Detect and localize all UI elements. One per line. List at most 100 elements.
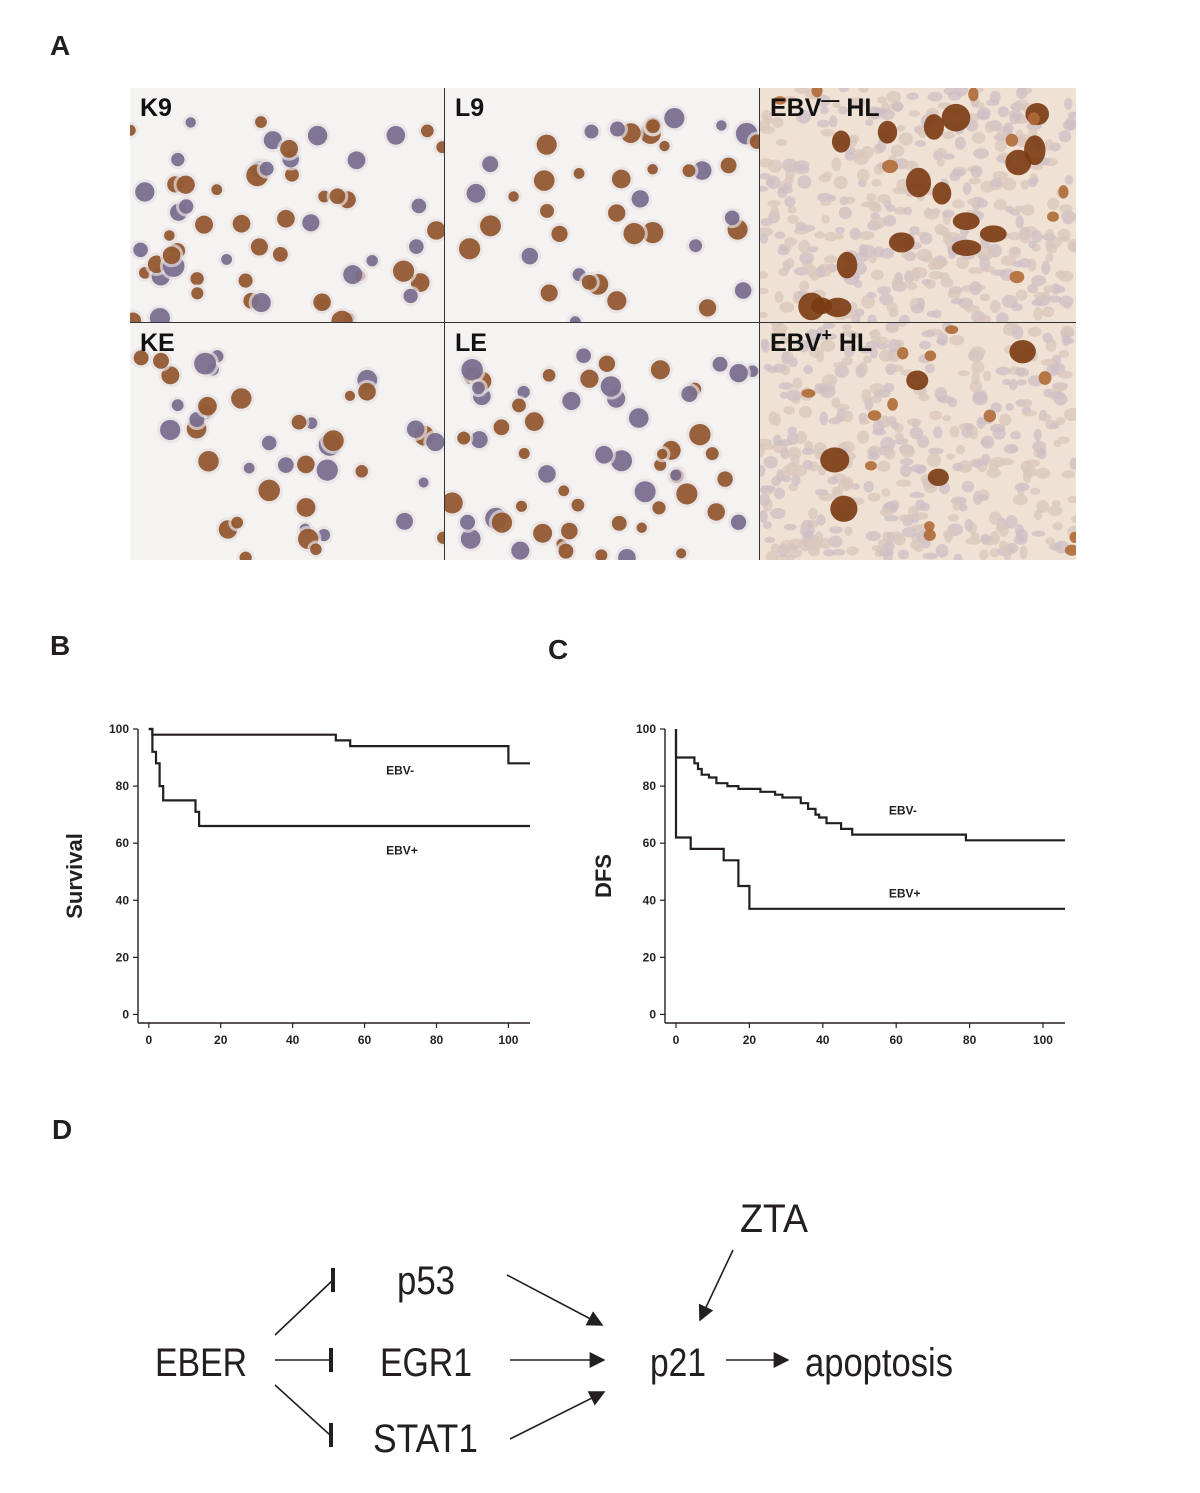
- x-tick-label: 0: [673, 1033, 680, 1047]
- tissue-nucleus: [890, 144, 905, 157]
- tissue-nucleus: [949, 335, 965, 346]
- tissue-nucleus: [1021, 410, 1037, 417]
- tissue-nucleus: [779, 336, 792, 344]
- stained-nucleus: [798, 292, 825, 321]
- stained-nucleus: [932, 182, 952, 205]
- tissue-nucleus: [849, 97, 866, 108]
- tissue-nucleus: [979, 293, 991, 302]
- micrograph-ebv-negative-hl: EBV— HL: [760, 88, 1076, 322]
- cell-nucleus: [358, 382, 376, 401]
- tissue-nucleus: [919, 340, 932, 350]
- cell-nucleus: [194, 352, 217, 375]
- micrograph-grid: K9 L9 EBV— HL KE LE EBV+ HL: [130, 88, 1076, 560]
- stained-nucleus: [952, 212, 980, 231]
- cell-nucleus: [551, 225, 568, 242]
- cell-nucleus: [517, 385, 530, 399]
- cell-nucleus: [331, 310, 353, 322]
- tissue-nucleus: [1058, 349, 1070, 358]
- tissue-nucleus: [899, 464, 912, 478]
- tissue-nucleus: [800, 522, 809, 530]
- tissue-nucleus: [1055, 417, 1066, 425]
- tissue-nucleus: [1031, 229, 1043, 243]
- tissue-nucleus: [870, 329, 881, 343]
- tissue-nucleus: [952, 462, 964, 472]
- cell-nucleus: [258, 479, 280, 502]
- stained-nucleus: [836, 251, 858, 279]
- tissue-nucleus: [783, 406, 796, 415]
- stained-nucleus: [887, 397, 898, 411]
- tissue-nucleus: [1044, 138, 1054, 151]
- tissue-nucleus: [937, 395, 954, 404]
- cell-nucleus: [634, 481, 656, 503]
- cell-nucleus: [595, 549, 608, 560]
- tissue-nucleus: [814, 383, 823, 394]
- cell-nucleus: [611, 169, 631, 189]
- tissue-nucleus: [799, 252, 815, 265]
- tissue-nucleus: [914, 140, 927, 147]
- tissue-nucleus: [1069, 457, 1076, 470]
- tissue-nucleus: [822, 323, 836, 329]
- tissue-nucleus: [892, 186, 908, 195]
- tissue-nucleus: [783, 523, 797, 531]
- tissue-nucleus: [1042, 306, 1055, 318]
- cell-nucleus: [239, 551, 252, 560]
- cell-nucleus: [149, 308, 170, 322]
- tissue-nucleus: [1047, 505, 1063, 516]
- tissue-nucleus: [1016, 88, 1028, 100]
- tissue-nucleus: [876, 194, 891, 204]
- stained-nucleus: [1005, 133, 1019, 147]
- stained-nucleus: [811, 88, 823, 98]
- tissue-nucleus: [1033, 306, 1043, 321]
- tissue-nucleus: [1051, 283, 1061, 295]
- tissue-nucleus: [1004, 205, 1015, 213]
- stained-nucleus: [882, 159, 898, 174]
- cell-nucleus: [466, 183, 486, 203]
- tissue-nucleus: [1015, 528, 1028, 542]
- tissue-nucleus: [863, 355, 872, 364]
- tissue-nucleus: [888, 308, 899, 318]
- tissue-nucleus: [816, 94, 831, 107]
- series-label: EBV-: [889, 804, 917, 818]
- tissue-nucleus: [1045, 253, 1054, 263]
- tissue-nucleus: [979, 246, 995, 260]
- cell-nucleus: [195, 215, 214, 234]
- cell-nucleus: [179, 199, 194, 214]
- tissue-nucleus: [910, 540, 922, 550]
- panel-label-a: A: [50, 30, 71, 61]
- stained-nucleus: [897, 346, 909, 360]
- stained-nucleus: [877, 120, 898, 144]
- y-tick-label: 20: [643, 950, 657, 964]
- tissue-nucleus: [942, 231, 951, 245]
- tissue-nucleus: [1005, 515, 1018, 529]
- tissue-nucleus: [1051, 500, 1061, 507]
- tissue-nucleus: [946, 453, 955, 460]
- cell-nucleus: [161, 366, 180, 385]
- stained-nucleus: [968, 88, 979, 102]
- stained-nucleus: [979, 225, 1007, 243]
- x-tick-label: 0: [145, 1033, 152, 1047]
- tissue-nucleus: [907, 282, 918, 291]
- tissue-nucleus: [1047, 295, 1062, 303]
- stained-nucleus: [830, 495, 858, 522]
- tissue-nucleus: [801, 447, 816, 456]
- cell-nucleus: [569, 316, 581, 322]
- tissue-nucleus: [779, 391, 789, 399]
- node-apoptosis: apoptosis: [805, 1341, 953, 1385]
- tissue-nucleus: [832, 101, 841, 109]
- y-axis-label: DFS: [591, 854, 616, 898]
- micrograph-image: [760, 88, 1076, 322]
- tissue-nucleus: [849, 227, 861, 240]
- stained-nucleus: [906, 370, 929, 391]
- tissue-nucleus: [814, 231, 826, 239]
- dfs-chart: 0 20 40 60 80 100 0 20 40 60 80 100 DFS EBV- EBV+: [591, 722, 1065, 1047]
- arrow-stat1-p21: [509, 1391, 606, 1440]
- tissue-nucleus: [816, 119, 830, 128]
- tissue-nucleus: [929, 410, 943, 421]
- tissue-nucleus: [770, 205, 780, 219]
- tissue-nucleus: [931, 309, 942, 319]
- cell-nucleus: [355, 465, 368, 478]
- tissue-nucleus: [844, 526, 853, 536]
- tissue-nucleus: [975, 198, 988, 208]
- cell-nucleus: [598, 355, 616, 372]
- stained-nucleus: [1047, 211, 1059, 222]
